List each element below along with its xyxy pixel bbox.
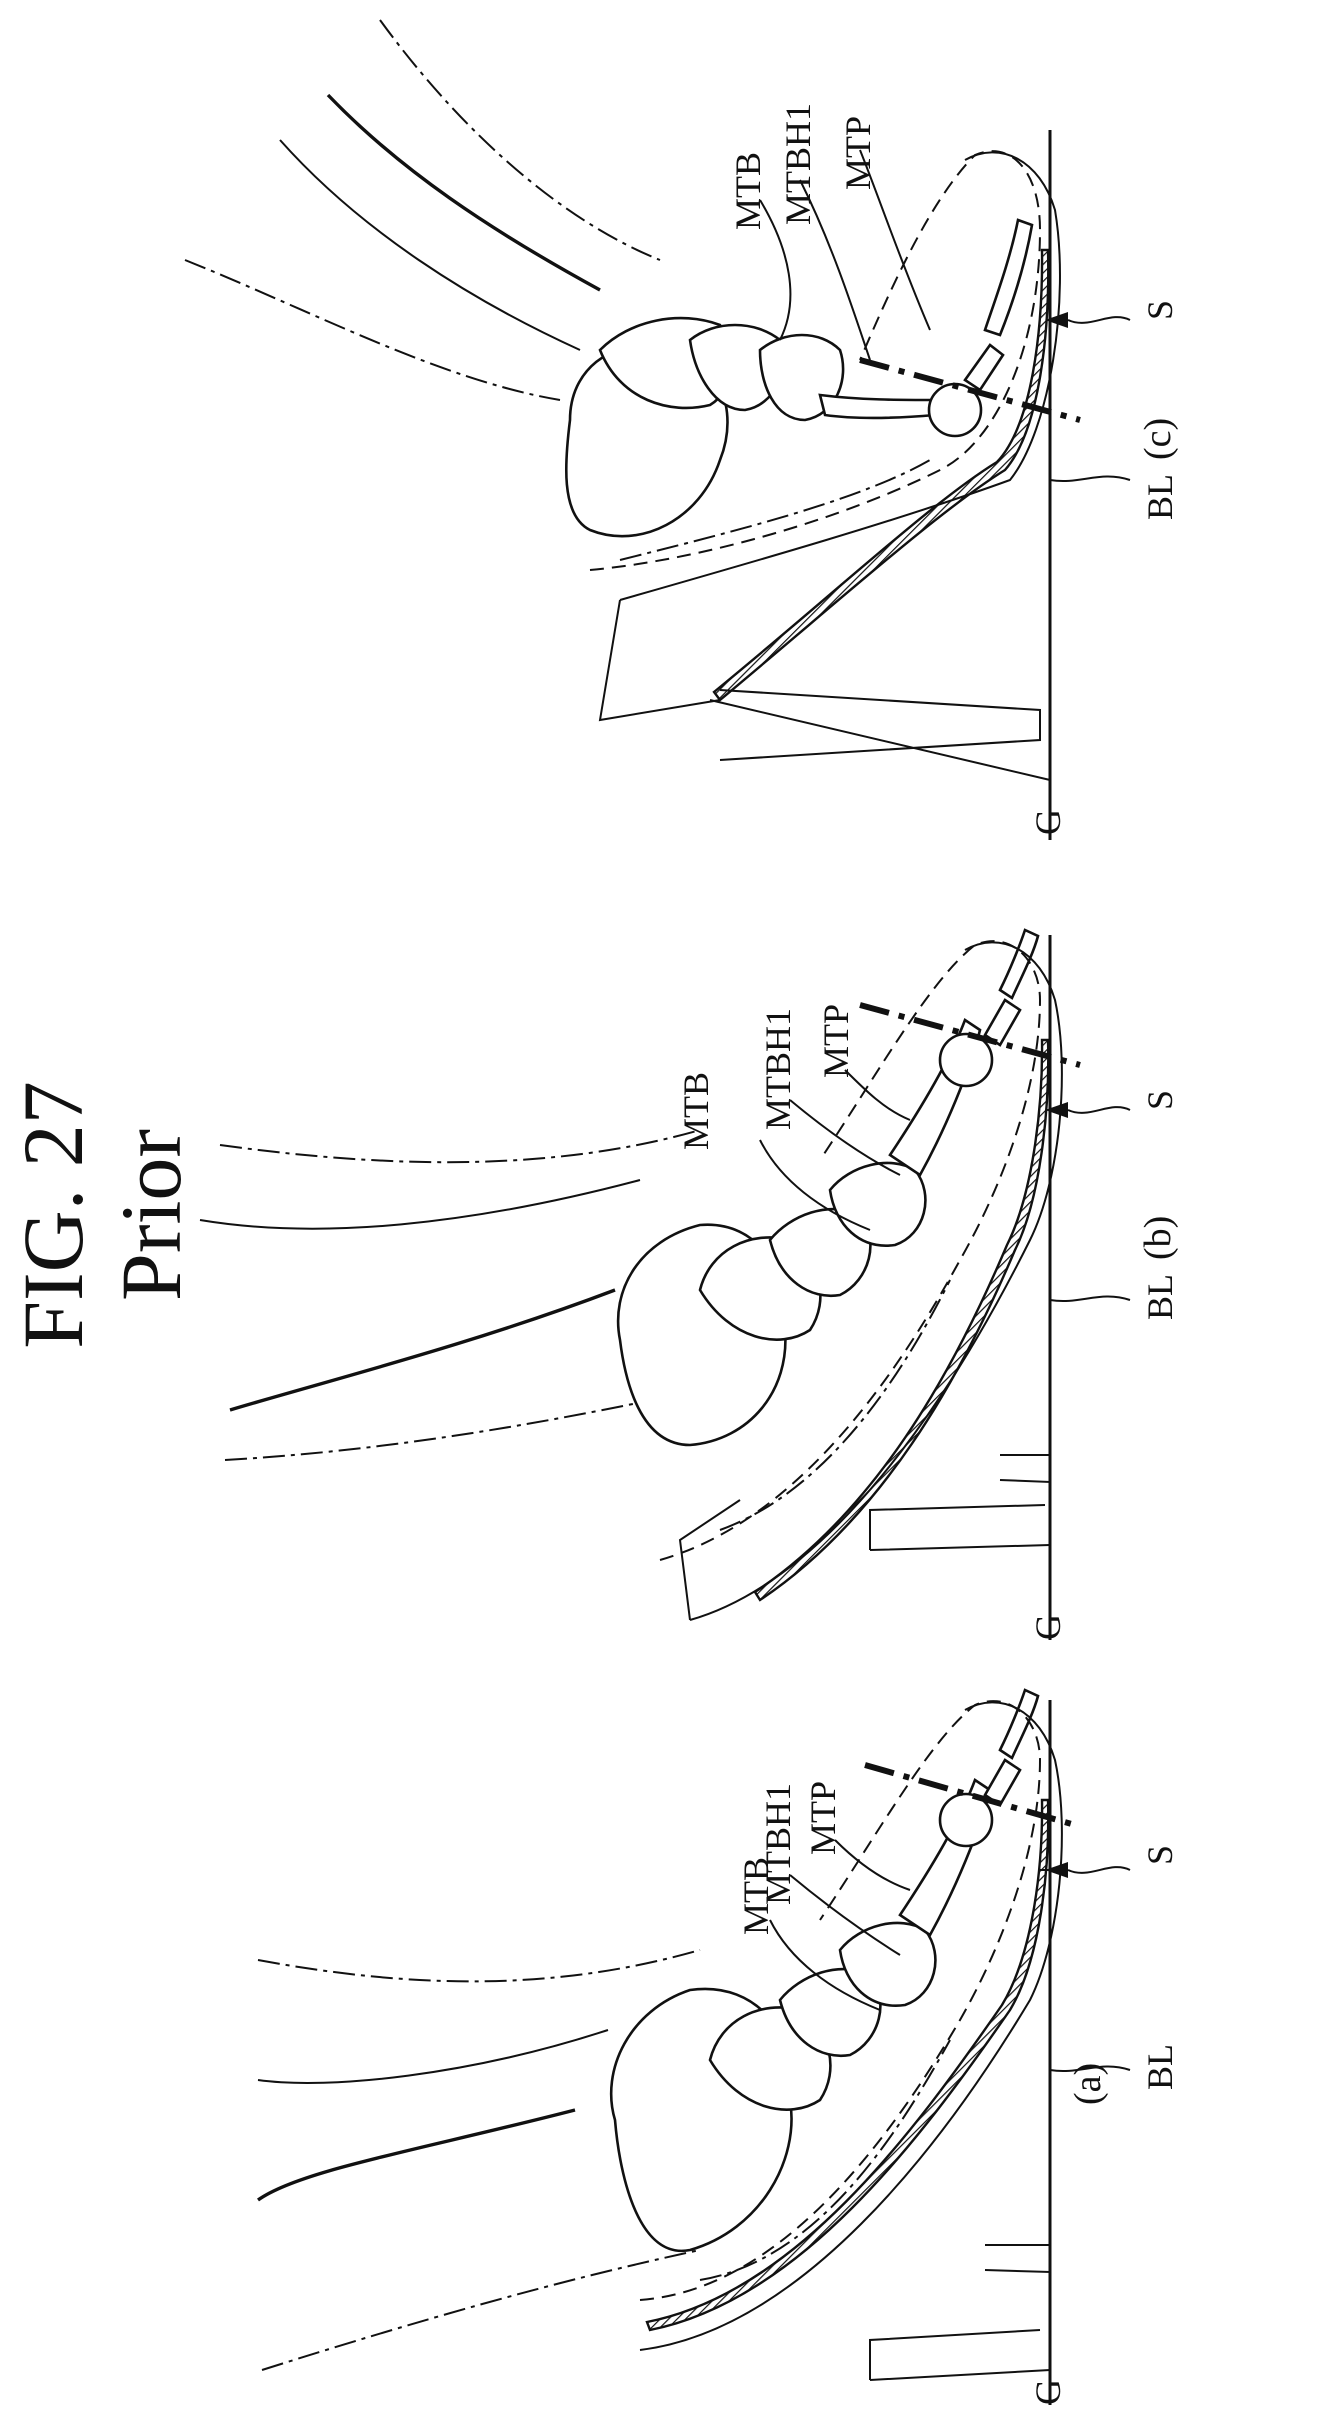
figure-title: FIG. 27	[5, 1081, 101, 1349]
leg-skin-line	[262, 2250, 700, 2370]
label-mtp: MTP	[816, 1004, 856, 1078]
figure-title-group: FIG. 27 Prior	[5, 1081, 199, 1349]
label-s: S	[1140, 1090, 1180, 1110]
s-arrow-head	[1045, 312, 1068, 328]
label-g: G	[1028, 809, 1068, 835]
label-g: G	[1028, 1614, 1068, 1640]
leg-skin-line	[185, 260, 560, 400]
leader-bl	[1050, 1296, 1130, 1301]
label-s: S	[1140, 300, 1180, 320]
label-bl: BL	[1140, 474, 1180, 520]
label-g: G	[1028, 2379, 1068, 2405]
metatarsal-bone	[820, 395, 935, 418]
label-mtbh1: MTBH1	[778, 103, 818, 225]
leg-skin-line-2	[380, 20, 660, 260]
leader-mtp	[835, 1840, 910, 1890]
panel-b: MTB MTBH1 MTP S BL G (b)	[200, 930, 1180, 1640]
leader-s	[1068, 1867, 1130, 1873]
panel-c: MTB MTBH1 MTP S BL G (c)	[185, 20, 1180, 840]
s-arrow-head	[1045, 1862, 1068, 1878]
label-mtbh1: MTBH1	[758, 1783, 798, 1905]
leg-skin-line-2	[258, 1950, 700, 1981]
label-mtb: MTB	[676, 1072, 716, 1150]
shoe-heel	[870, 1455, 1050, 1550]
label-mtp: MTP	[803, 1781, 843, 1855]
tibia-outline	[258, 2110, 575, 2200]
label-mtbh1: MTBH1	[758, 1008, 798, 1130]
panel-caption-c: (c)	[1137, 418, 1179, 460]
heel-counter	[600, 600, 720, 720]
phalanx-distal	[1000, 930, 1038, 998]
figure-subtitle: Prior	[103, 1129, 199, 1301]
s-arrow-head	[1045, 1102, 1068, 1118]
label-mtb: MTB	[728, 152, 768, 230]
leader-s	[1068, 317, 1130, 323]
leg-skin-line	[225, 1390, 700, 1460]
fibula-outline	[258, 2030, 608, 2083]
heel-counter	[680, 1500, 740, 1620]
leg-skin-line-2	[220, 1130, 700, 1162]
phalanx-distal	[1000, 1690, 1038, 1758]
phalanx-distal	[985, 220, 1032, 335]
fibula-outline	[280, 140, 580, 350]
label-bl: BL	[1140, 2044, 1180, 2090]
leader-s	[1068, 1107, 1130, 1113]
shoe-heel	[870, 2245, 1050, 2380]
shoe-heel	[710, 690, 1050, 780]
leader-bl	[1050, 476, 1130, 481]
panel-caption-b: (b)	[1137, 1216, 1179, 1260]
tibia-outline	[230, 1290, 615, 1410]
tibia-outline	[328, 95, 600, 290]
phalanx-proximal	[965, 345, 1003, 390]
label-s: S	[1140, 1845, 1180, 1865]
label-bl: BL	[1140, 1274, 1180, 1320]
panel-a: MTB MTBH1 MTP S BL G (a)	[258, 1690, 1180, 2405]
label-mtp: MTP	[838, 116, 878, 190]
panel-caption-a: (a)	[1067, 2063, 1109, 2105]
fibula-outline	[200, 1180, 640, 1229]
